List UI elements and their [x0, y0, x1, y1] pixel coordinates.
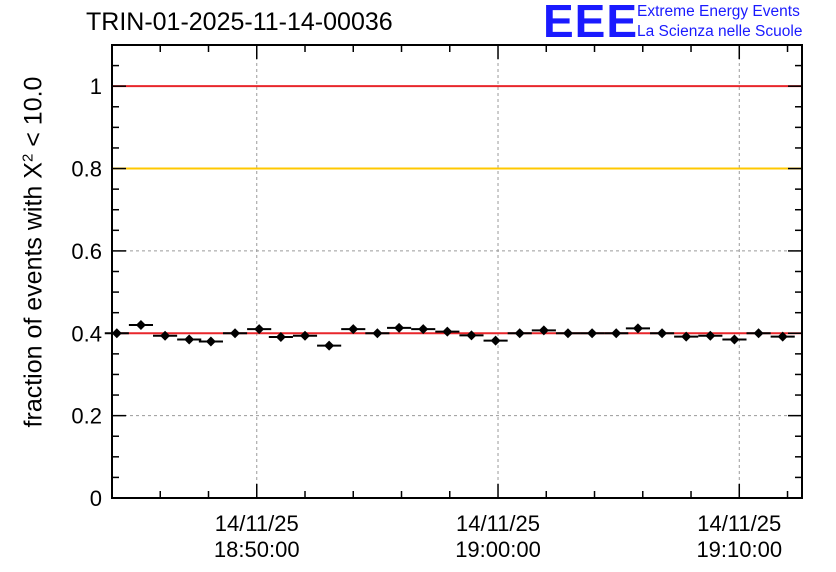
y-tick-label-3: 0.6 [71, 239, 102, 264]
eee-logo-mark: EEE [543, 0, 639, 47]
data-point-25 [698, 330, 723, 341]
data-point-marker [394, 322, 405, 333]
data-point-22 [625, 323, 651, 334]
y-tick-label-1: 0.2 [71, 404, 102, 429]
y-tick-label-0: 0 [90, 486, 102, 511]
data-point-12 [387, 322, 412, 333]
data-point-9 [317, 340, 342, 351]
data-point-20 [580, 328, 605, 339]
data-point-4 [198, 336, 223, 347]
data-point-marker [466, 330, 477, 341]
data-points [104, 320, 795, 351]
data-point-marker [681, 331, 692, 342]
x-tick-date-1: 14/11/25 [456, 511, 540, 536]
data-point-marker [753, 328, 764, 339]
plot-frame [111, 44, 803, 499]
data-point-14 [435, 326, 460, 337]
data-point-11 [365, 328, 390, 339]
data-point-marker [632, 323, 643, 334]
data-point-marker [372, 328, 383, 339]
y-axis-label-suffix: < 10.0 [19, 76, 48, 154]
y-tick-label-2: 0.4 [71, 321, 102, 346]
x-tick-time-0: 18:50:00 [214, 537, 300, 562]
data-point-26 [722, 334, 747, 345]
logo-line-2: La Scienza nelle Scuole [637, 23, 803, 40]
axis-ticks [111, 44, 802, 499]
reference-lines [112, 85, 802, 335]
data-point-5 [222, 328, 248, 339]
data-point-marker [538, 325, 549, 336]
data-point-marker [230, 328, 241, 339]
data-point-28 [770, 331, 795, 342]
data-point-3 [177, 334, 202, 345]
data-point-marker [324, 340, 335, 351]
data-point-19 [555, 328, 581, 339]
data-point-marker [275, 331, 286, 342]
data-point-marker [562, 328, 573, 339]
data-point-marker [135, 320, 146, 331]
tick-labels: 00.20.40.60.8114/11/2518:50:0014/11/2519… [71, 74, 782, 562]
x-tick-date-0: 14/11/25 [215, 511, 299, 536]
data-point-23 [650, 328, 675, 339]
data-point-marker [514, 328, 525, 339]
data-point-27 [746, 328, 771, 339]
y-tick-label-4: 0.8 [71, 157, 102, 182]
y-axis-label: fraction of events with X2 < 10.0 [19, 77, 48, 428]
data-point-marker [300, 330, 311, 341]
data-point-marker [442, 326, 453, 337]
chart-title: TRIN-01-2025-11-14-00036 [86, 8, 393, 36]
data-point-1 [128, 320, 154, 331]
data-point-21 [604, 328, 629, 339]
data-point-marker [418, 324, 429, 335]
grid-lines [112, 45, 802, 498]
x-tick-date-2: 14/11/25 [697, 511, 781, 536]
x-tick-time-2: 19:10:00 [696, 537, 782, 562]
data-point-marker [729, 334, 740, 345]
data-point-15 [459, 330, 484, 341]
data-point-2 [153, 330, 178, 341]
data-point-8 [292, 330, 318, 341]
data-point-marker [490, 335, 501, 346]
y-axis-label-prefix: fraction of events with X [19, 162, 48, 428]
data-point-marker [348, 324, 359, 335]
data-point-10 [341, 324, 366, 335]
data-point-13 [411, 324, 436, 335]
data-point-marker [184, 334, 195, 345]
data-point-24 [674, 331, 699, 342]
data-point-17 [507, 328, 532, 339]
data-point-marker [657, 328, 668, 339]
data-point-marker [587, 328, 598, 339]
y-axis-label-superscript: 2 [19, 153, 37, 163]
data-point-marker [611, 328, 622, 339]
data-point-marker [705, 330, 716, 341]
logo-line-1: Extreme Energy Events [637, 3, 800, 20]
data-point-marker [777, 331, 788, 342]
data-point-marker [205, 336, 216, 347]
data-point-18 [531, 325, 556, 336]
data-point-16 [483, 335, 508, 346]
y-tick-label-5: 1 [90, 74, 102, 99]
data-point-7 [268, 331, 293, 342]
data-point-marker [160, 330, 171, 341]
data-point-marker [254, 324, 265, 335]
data-point-6 [247, 324, 272, 335]
x-tick-time-1: 19:00:00 [455, 537, 541, 562]
